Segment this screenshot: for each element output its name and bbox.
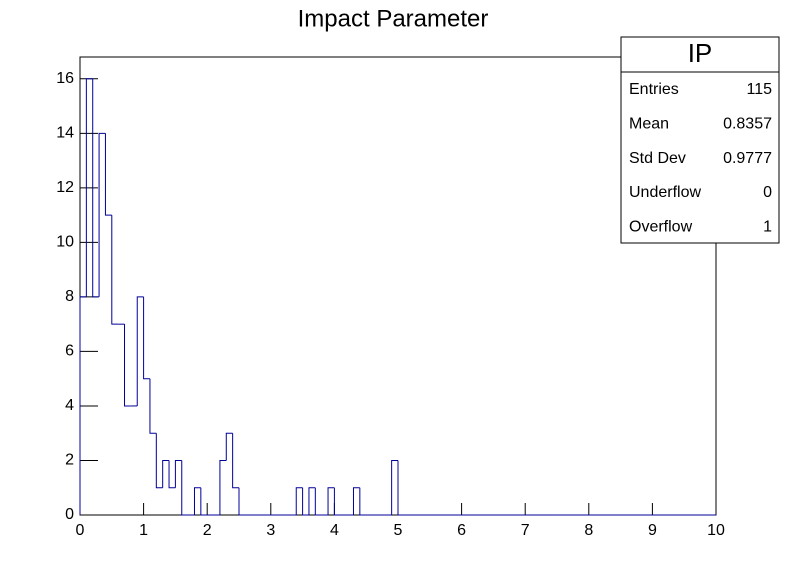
stats-title: IP [688, 38, 713, 68]
histogram-bin [85, 78, 93, 297]
x-tick-label: 2 [203, 522, 212, 539]
x-tick-label: 5 [394, 522, 403, 539]
y-tick-label: 4 [65, 397, 74, 414]
histogram-bin [149, 378, 157, 434]
histogram-bin [302, 487, 309, 516]
x-tick-label: 0 [76, 522, 85, 539]
histogram-bin [174, 459, 182, 488]
y-tick-label: 8 [65, 288, 74, 305]
histogram-bin [181, 460, 189, 516]
histogram-bin [359, 487, 367, 516]
x-tick-label: 10 [707, 522, 725, 539]
stats-frame [620, 36, 780, 244]
stats-box: IP Entries 115 Mean 0.8357 Std Dev 0.9777 Unde… [620, 36, 780, 244]
histogram-bin [98, 132, 106, 297]
histogram-bin [295, 487, 303, 515]
y-tick-label: 6 [65, 343, 74, 360]
x-tick-label: 6 [457, 522, 466, 539]
histogram-bin [200, 487, 208, 516]
x-tick-label: 3 [266, 522, 275, 539]
histogram-bin [168, 460, 176, 489]
stats-value: 0.8357 [723, 116, 772, 133]
y-tick-label: 14 [56, 125, 74, 142]
stats-label: Entries [629, 81, 679, 98]
histogram-bin [162, 459, 170, 488]
stats-value: 0.9777 [723, 150, 772, 167]
histogram-bin [92, 78, 100, 298]
stats-value: 0 [763, 184, 772, 201]
histogram-bin [124, 324, 131, 407]
histogram-bin [397, 460, 405, 516]
stats-label: Mean [629, 116, 669, 133]
histogram-bin [219, 459, 227, 515]
x-tick-label: 4 [330, 522, 339, 539]
histogram-bin [333, 487, 341, 516]
stats-label: Std Dev [629, 150, 686, 167]
stats-value: 1 [763, 218, 772, 235]
histogram-bin [225, 432, 233, 461]
y-tick-label: 2 [65, 452, 74, 469]
histogram-bin [104, 133, 112, 216]
histogram-bin [391, 459, 398, 515]
histogram-bin [193, 487, 201, 515]
histogram-bin [155, 433, 163, 489]
y-tick-label: 0 [65, 506, 74, 523]
histogram-bin [314, 487, 322, 516]
histogram-bin [79, 296, 87, 515]
chart-title: Impact Parameter [298, 5, 489, 32]
histogram-bin [136, 296, 144, 406]
stats-value: 115 [746, 81, 772, 98]
histogram-bin [143, 296, 150, 380]
stats-label: Underflow [629, 184, 701, 201]
histogram-bin [352, 487, 360, 515]
stats-label: Overflow [629, 218, 693, 235]
histogram-bin [232, 433, 239, 489]
x-tick-label: 9 [648, 522, 657, 539]
y-tick-label: 10 [56, 234, 74, 251]
x-tick-label: 7 [521, 522, 530, 539]
histogram-bin [238, 487, 246, 516]
y-tick-label: 16 [56, 70, 74, 87]
x-tick-label: 1 [139, 522, 148, 539]
histogram-bin [308, 487, 316, 515]
histogram-bin [327, 487, 335, 515]
x-tick-label: 8 [584, 522, 593, 539]
histogram-bin [111, 215, 119, 325]
y-tick-label: 12 [56, 179, 74, 196]
